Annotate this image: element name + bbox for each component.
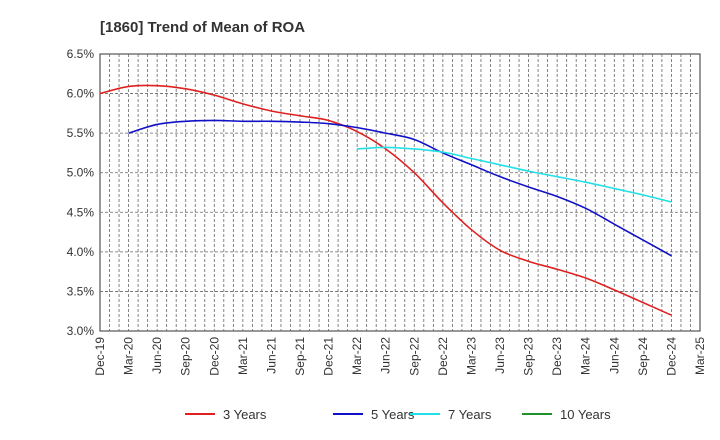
legend: 3 Years 5 Years 7 Years 10 Years <box>185 407 611 422</box>
chart-title: [1860] Trend of Mean of ROA <box>100 19 305 36</box>
series-lines <box>99 84 672 316</box>
x-tick-label: Mar-24 <box>579 337 593 375</box>
x-tick-label: Mar-23 <box>464 337 478 375</box>
x-tick-label: Dec-23 <box>550 337 564 376</box>
x-tick-label: Sep-23 <box>522 337 536 376</box>
x-tick-label: Jun-21 <box>264 337 278 374</box>
x-tick-label: Mar-21 <box>236 337 250 375</box>
x-axis-ticks: Dec-19 Mar-20 Jun-20 Sep-20 Dec-20 Mar-21 Jun-… <box>93 337 707 376</box>
y-tick-label: 6.5% <box>67 47 95 61</box>
x-tick-label: Dec-20 <box>207 337 221 376</box>
y-tick-label: 5.5% <box>67 126 95 140</box>
x-tick-label: Dec-24 <box>664 337 678 376</box>
x-tick-label: Dec-22 <box>436 337 450 376</box>
x-tick-label: Jun-20 <box>150 337 164 374</box>
y-tick-label: 3.0% <box>67 324 95 338</box>
legend-label: 10 Years <box>560 407 611 422</box>
y-tick-label: 3.5% <box>67 284 95 298</box>
x-tick-label: Sep-22 <box>407 337 421 376</box>
y-axis-ticks: 3.0% 3.5% 4.0% 4.5% 5.0% 5.5% 6.0% 6.5% <box>67 47 95 338</box>
y-tick-label: 5.0% <box>67 166 95 180</box>
y-tick-label: 4.0% <box>67 245 95 259</box>
x-tick-label: Sep-24 <box>636 337 650 376</box>
series-line-5-years <box>128 119 672 257</box>
x-tick-label: Dec-19 <box>93 337 107 376</box>
x-tick-label: Jun-22 <box>379 337 393 374</box>
x-tick-label: Jun-23 <box>493 337 507 374</box>
x-tick-label: Sep-21 <box>293 337 307 376</box>
y-tick-label: 6.0% <box>67 87 95 101</box>
grid-lines <box>100 54 700 331</box>
x-tick-label: Mar-22 <box>350 337 364 375</box>
x-tick-label: Mar-25 <box>693 337 707 375</box>
legend-label: 7 Years <box>448 407 492 422</box>
x-tick-label: Dec-21 <box>322 337 336 376</box>
x-tick-label: Sep-20 <box>179 337 193 376</box>
x-tick-label: Jun-24 <box>607 337 621 374</box>
plot-area <box>99 53 701 332</box>
legend-label: 5 Years <box>371 407 415 422</box>
legend-label: 3 Years <box>223 407 267 422</box>
series-line-3-years <box>99 84 672 316</box>
series-line-7-years <box>357 146 672 203</box>
x-tick-label: Mar-20 <box>122 337 136 375</box>
y-tick-label: 4.5% <box>67 205 95 219</box>
